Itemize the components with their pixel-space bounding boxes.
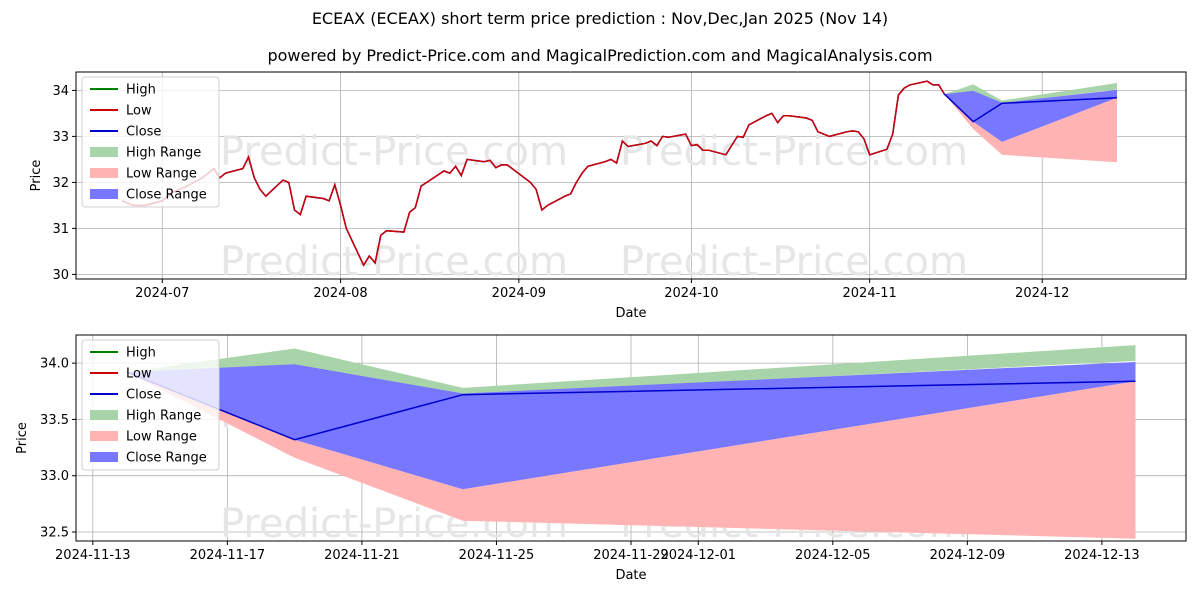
legend-swatch-close_range — [90, 189, 118, 199]
x-tick-label: 2024-08 — [313, 286, 367, 301]
x-tick-label: 2024-11-29 — [593, 548, 669, 563]
low-range-band — [944, 94, 1117, 163]
legend-label: Low Range — [126, 167, 197, 182]
x-tick-label: 2024-07 — [135, 286, 189, 301]
watermark: Predict-Price.com — [220, 129, 568, 175]
legend-swatch-high_range — [90, 147, 118, 157]
legend-label: Close Range — [126, 188, 207, 203]
legend-swatch-high_range — [90, 410, 118, 420]
legend-swatch-low_range — [90, 431, 118, 441]
x-tick-label: 2024-11-13 — [55, 548, 131, 563]
x-tick-label: 2024-12-13 — [1064, 548, 1140, 563]
x-tick-label: 2024-12-05 — [795, 548, 871, 563]
y-tick-label: 32 — [52, 176, 69, 191]
x-tick-label: 2024-11-25 — [459, 548, 535, 563]
close-forecast-line — [943, 93, 1118, 123]
chart-subtitle: powered by Predict-Price.com and Magical… — [267, 46, 933, 65]
legend-label: Close — [126, 125, 161, 140]
legend: High Low Close High Range Low Range Close Ran… — [81, 339, 220, 471]
x-tick-label: 2024-10 — [664, 286, 718, 301]
legend-label: High Range — [126, 146, 201, 161]
x-tick-label: 2024-12-09 — [930, 548, 1006, 563]
x-tick-label: 2024-11-17 — [190, 548, 266, 563]
legend-swatch-low_range — [90, 168, 118, 178]
close-range-band — [126, 362, 1136, 490]
legend-label: Low — [126, 367, 152, 382]
axes-frame — [75, 71, 1187, 280]
y-tick-label: 33.5 — [40, 413, 69, 428]
legend-label: Close — [126, 388, 161, 403]
watermark: Predict-Price.com — [620, 239, 968, 285]
low-range-band — [126, 372, 1136, 539]
y-tick-label: 34.0 — [40, 357, 69, 372]
top-series — [121, 80, 1118, 267]
watermark: Predict-Price.com — [220, 239, 568, 285]
top-plot: Predict-Price.com Predict-Price.com Predic… — [29, 71, 1187, 321]
legend-label: High — [126, 83, 156, 98]
legend-label: Close Range — [126, 451, 207, 466]
legend-label: High Range — [126, 409, 201, 424]
bottom-plot: Predict-Price.comPredict-Price.comPredic… — [15, 334, 1187, 583]
y-tick-label: 33 — [52, 130, 69, 145]
x-tick-label: 2024-09 — [492, 286, 546, 301]
y-tick-label: 34 — [52, 84, 69, 99]
x-axis-label: Date — [615, 306, 646, 321]
x-axis-label: Date — [615, 568, 646, 583]
x-tick-label: 2024-12-01 — [660, 548, 736, 563]
high-range-band — [126, 345, 1136, 395]
x-tick-label: 2024-11 — [843, 286, 897, 301]
y-tick-label: 31 — [52, 222, 69, 237]
y-axis-label: Price — [29, 160, 44, 192]
legend-label: Low Range — [126, 430, 197, 445]
y-tick-label: 33.0 — [40, 469, 69, 484]
high-range-band — [944, 83, 1117, 104]
chart-title: ECEAX (ECEAX) short term price predictio… — [311, 9, 889, 28]
low-history-line — [121, 80, 946, 267]
watermark: Predict-Price.com — [620, 129, 968, 175]
y-tick-label: 32.5 — [40, 525, 69, 540]
x-tick-label: 2024-11-21 — [324, 548, 400, 563]
x-tick-label: 2024-12 — [1015, 286, 1069, 301]
legend: High Low Close High Range Low Range Close Ran… — [81, 76, 220, 208]
close-range-band — [944, 89, 1117, 142]
y-tick-label: 30 — [52, 268, 69, 283]
legend-label: High — [126, 346, 156, 361]
y-axis-label: Price — [15, 422, 30, 454]
legend-swatch-close_range — [90, 452, 118, 462]
legend-label: Low — [126, 104, 152, 119]
